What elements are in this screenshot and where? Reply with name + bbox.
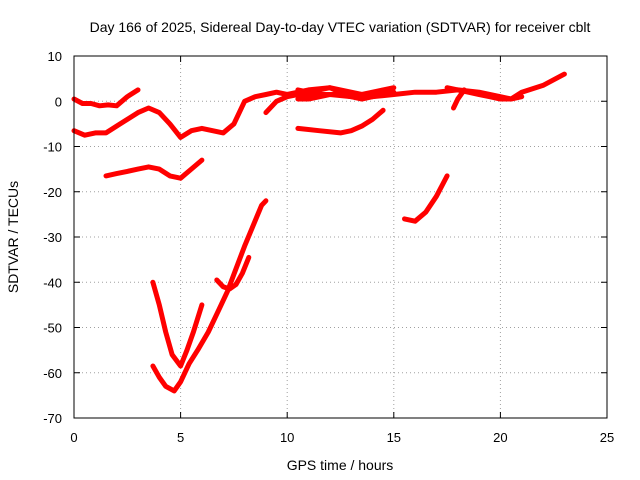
y-tick-label: -10: [43, 140, 62, 155]
y-tick-label: -40: [43, 275, 62, 290]
x-tick-label: 20: [493, 430, 507, 445]
y-tick-label: 0: [55, 94, 62, 109]
series-line-arc-12: [214, 254, 252, 292]
x-tick-label: 5: [177, 430, 184, 445]
y-tick-label: -60: [43, 366, 62, 381]
series-line-arc-1: [71, 87, 141, 109]
grid-lines: [74, 56, 607, 418]
series-line-arc-8: [295, 107, 386, 136]
series-line-arc-4: [295, 89, 397, 102]
series-line-arc-7: [451, 87, 467, 111]
y-tick-label: 10: [48, 49, 62, 64]
y-tick-label: -20: [43, 185, 62, 200]
x-tick-label: 10: [280, 430, 294, 445]
y-tick-label: -70: [43, 411, 62, 426]
x-tick-label: 0: [70, 430, 77, 445]
x-tick-label: 25: [600, 430, 614, 445]
x-tick-label: 15: [387, 430, 401, 445]
chart-title: Day 166 of 2025, Sidereal Day-to-day VTE…: [90, 19, 591, 35]
series-line-arc-9: [103, 157, 205, 181]
series-line-arc-6: [444, 85, 525, 102]
y-tick-label: -30: [43, 230, 62, 245]
series-line-arc-11: [150, 198, 269, 394]
tick-labels: 0 5 10 15 20 25 -70 -60 -50 -40 -30 -20 -10 0 10: [43, 49, 614, 445]
y-axis-label: SDTVAR / TECUs: [5, 181, 21, 293]
plot-frame: [73, 55, 608, 419]
data-series: [71, 71, 567, 394]
series-line-arc-13: [402, 173, 450, 224]
y-tick-label: -50: [43, 321, 62, 336]
series-line-arc-5: [295, 85, 397, 97]
x-axis-label: GPS time / hours: [287, 457, 394, 473]
series-line-arc-10: [150, 279, 205, 369]
